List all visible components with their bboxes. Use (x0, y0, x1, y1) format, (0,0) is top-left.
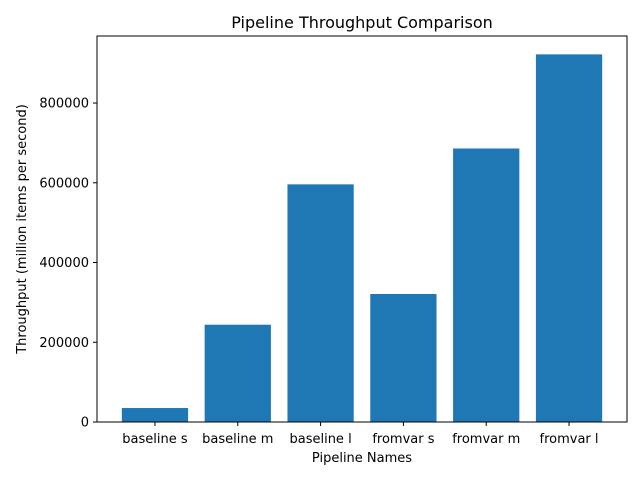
y-tick-label: 0 (81, 416, 89, 431)
x-axis-label: Pipeline Names (312, 451, 412, 466)
bar-baseline-l (287, 184, 354, 422)
x-tick-label: baseline l (289, 432, 351, 447)
bars (121, 54, 603, 423)
bar-baseline-s (121, 408, 189, 422)
x-tick-label: baseline m (202, 432, 273, 447)
y-tick-label: 400000 (39, 256, 89, 271)
x-axis-ticks: baseline s baseline m baseline l fromvar s f… (122, 422, 599, 447)
bar-fromvar-l (535, 54, 603, 422)
chart-title: Pipeline Throughput Comparison (231, 13, 493, 32)
x-tick-label: fromvar s (372, 432, 434, 447)
x-tick-label: fromvar l (540, 432, 599, 447)
y-axis-label: Throughput (million items per second) (15, 104, 30, 355)
y-tick-label: 200000 (39, 336, 89, 351)
bar-baseline-m (204, 324, 271, 422)
plot-area-frame (96, 35, 628, 423)
y-tick-label: 600000 (39, 176, 89, 191)
x-tick-label: baseline s (122, 432, 188, 447)
x-tick-label: fromvar m (452, 432, 520, 447)
y-axis-ticks: 0 200000 400000 600000 800000 (39, 97, 97, 431)
bar-fromvar-s (370, 294, 437, 422)
bar-fromvar-m (453, 148, 520, 423)
y-tick-label: 800000 (39, 97, 89, 112)
